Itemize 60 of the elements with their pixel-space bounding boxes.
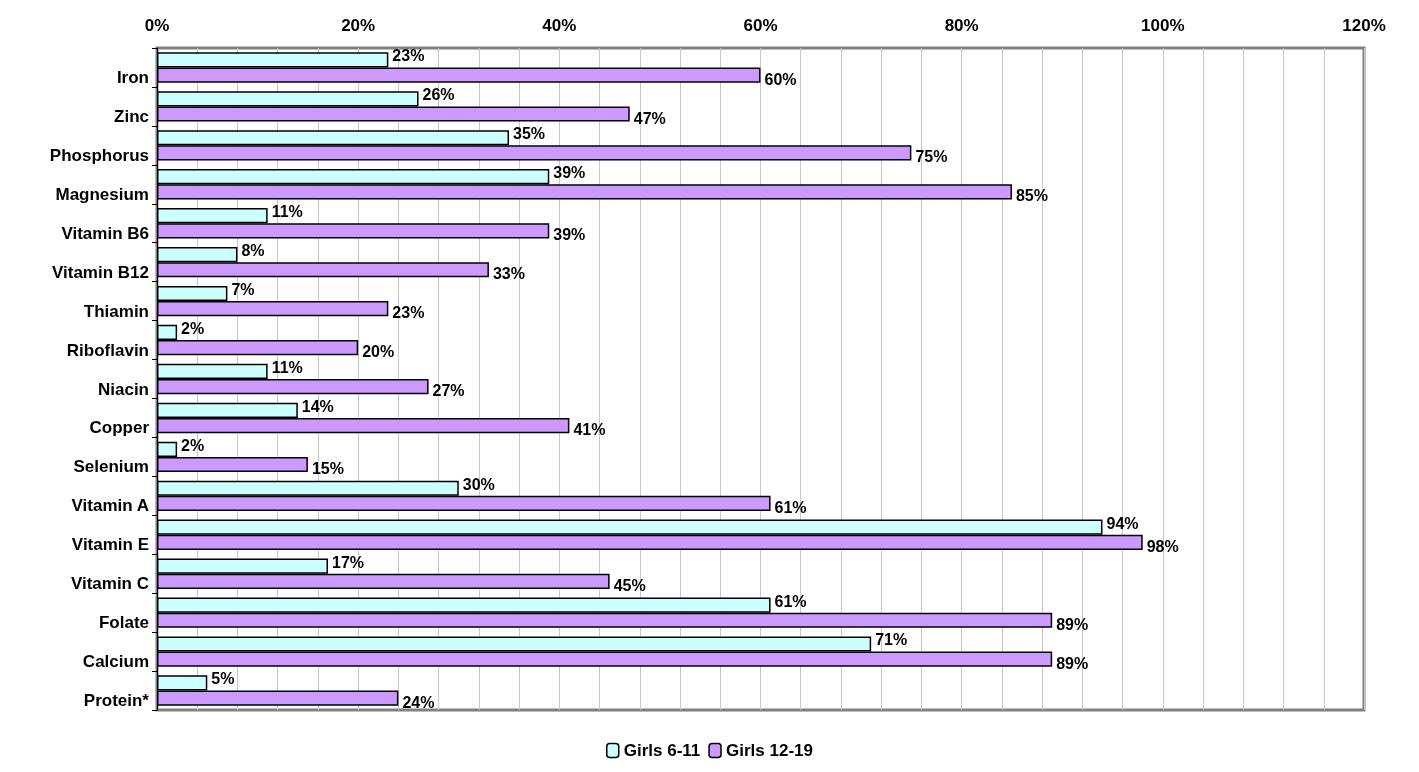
- y-tick-label: Selenium: [73, 457, 149, 477]
- data-label: 23%: [392, 304, 425, 322]
- y-tick-label: Magnesium: [55, 184, 149, 204]
- data-label: 15%: [311, 459, 344, 477]
- data-label: 23%: [392, 47, 425, 65]
- data-label: 35%: [513, 125, 546, 143]
- x-tick-label: 40%: [542, 16, 577, 35]
- data-label: 2%: [181, 436, 205, 454]
- y-tick-label: Folate: [98, 613, 149, 633]
- x-tick-label: 60%: [743, 16, 778, 35]
- data-label: 94%: [1106, 514, 1139, 532]
- data-label: 26%: [422, 86, 455, 104]
- y-tick-label: Copper: [89, 418, 150, 438]
- data-label: 33%: [492, 265, 525, 283]
- x-tick-label: 80%: [944, 16, 979, 35]
- data-label: 20%: [362, 343, 395, 361]
- data-label: 89%: [1056, 654, 1089, 672]
- data-label: 39%: [553, 164, 586, 182]
- legend-label: Girls 6-11: [623, 741, 701, 760]
- data-label: 17%: [331, 553, 365, 571]
- data-label: 85%: [1015, 187, 1048, 205]
- data-label: 45%: [613, 576, 646, 594]
- y-tick-label: Niacin: [97, 379, 149, 399]
- data-label: 71%: [875, 631, 908, 649]
- y-tick-label: Iron: [116, 67, 149, 87]
- y-tick-label: Phosphorus: [49, 145, 149, 165]
- data-label: 24%: [402, 693, 435, 711]
- y-tick-label: Riboflavin: [66, 340, 149, 360]
- data-label: 98%: [1146, 537, 1179, 555]
- x-tick-label: 120%: [1342, 16, 1386, 35]
- data-label: 7%: [231, 281, 255, 299]
- data-label: 41%: [573, 421, 606, 439]
- data-label: 2%: [181, 319, 205, 337]
- data-label: 39%: [553, 226, 586, 244]
- x-tick-label: 0%: [144, 16, 170, 35]
- data-label: 47%: [633, 109, 666, 127]
- data-label: 30%: [462, 475, 495, 493]
- data-label: 75%: [915, 148, 948, 166]
- y-tick-label: Vitamin B6: [61, 223, 149, 243]
- y-tick-label: Vitamin B12: [51, 262, 149, 282]
- data-label: 14%: [301, 397, 334, 415]
- y-tick-label: Zinc: [114, 106, 149, 126]
- y-tick-label: Thiamin: [83, 301, 149, 321]
- data-label: 61%: [774, 498, 807, 516]
- x-tick-label: 20%: [341, 16, 376, 35]
- data-label: 61%: [774, 592, 807, 610]
- y-tick-label: Vitamin E: [71, 535, 149, 555]
- data-label: 11%: [271, 203, 303, 221]
- y-tick-label: Calcium: [82, 652, 149, 672]
- y-tick-label: Vitamin A: [71, 496, 149, 516]
- data-label: 5%: [211, 670, 235, 688]
- data-label: 27%: [432, 382, 465, 400]
- data-label: 11%: [271, 358, 303, 376]
- data-label: 60%: [764, 70, 797, 88]
- y-tick-label: Protein*: [83, 691, 150, 711]
- data-label: 8%: [241, 242, 265, 260]
- y-tick-label: Vitamin C: [70, 574, 149, 594]
- data-label: 89%: [1056, 615, 1089, 633]
- x-tick-label: 100%: [1141, 16, 1185, 35]
- legend-label: Girls 12-19: [726, 741, 814, 760]
